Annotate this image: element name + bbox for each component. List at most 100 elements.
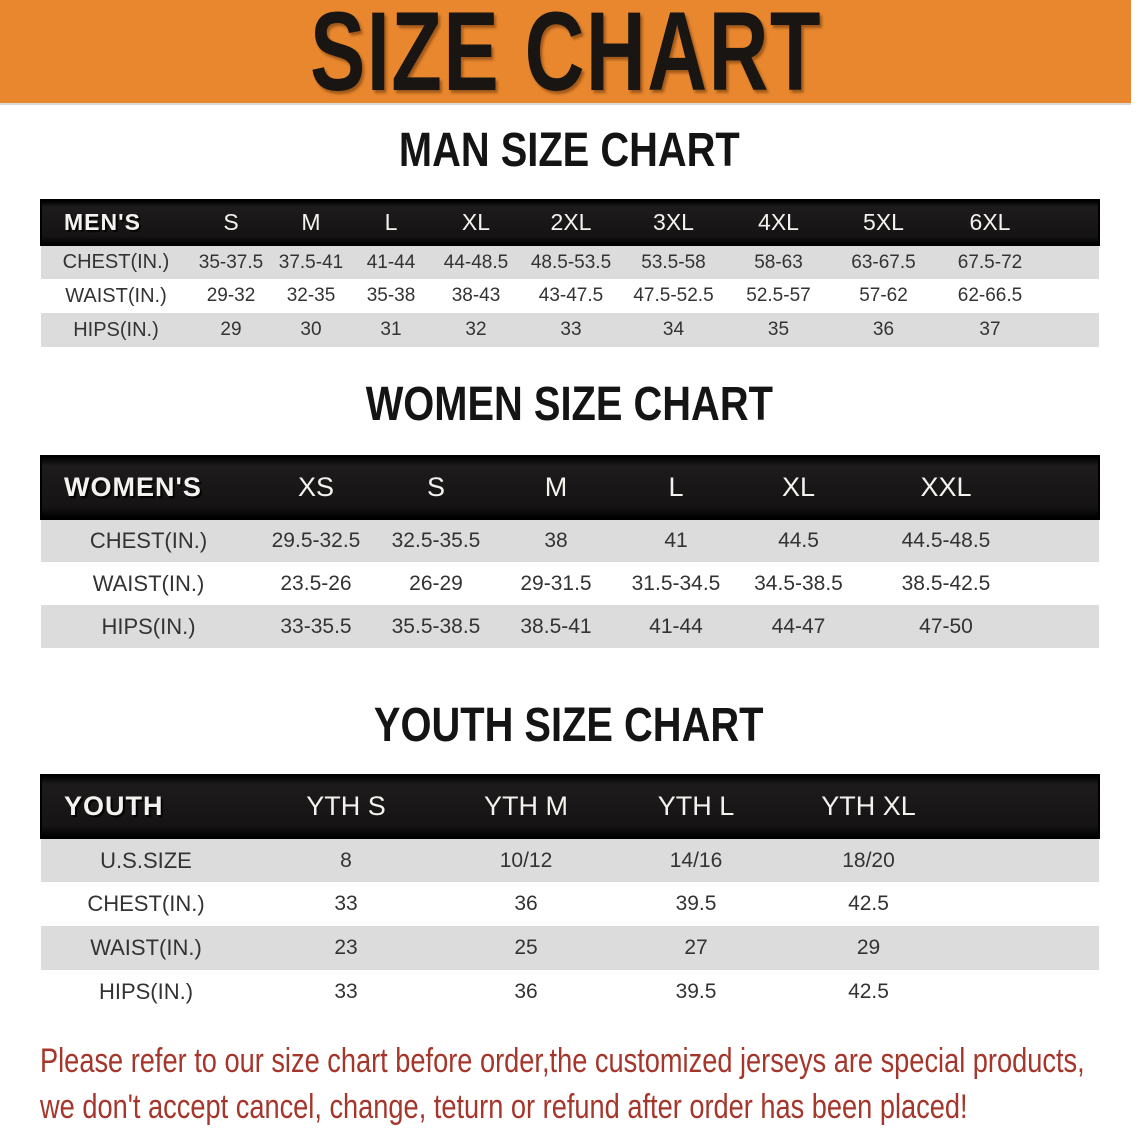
- size-value-cell: 34.5-38.5: [736, 562, 861, 605]
- size-value-cell: 63-67.5: [831, 245, 936, 279]
- size-header-cell: XS: [256, 455, 376, 520]
- size-value-cell: 39.5: [611, 882, 781, 926]
- measurement-label-cell: HIPS(IN.): [41, 313, 191, 347]
- disclaimer-line-2: we don't accept cancel, change, teturn o…: [40, 1088, 968, 1126]
- size-header-cell: M: [496, 455, 616, 520]
- size-value-cell: 38: [496, 519, 616, 562]
- measurement-label-cell: HIPS(IN.): [41, 605, 256, 648]
- filler-cell: [956, 926, 1099, 970]
- men-waist-row: WAIST(IN.) 29-32 32-35 35-38 38-43 43-47…: [41, 279, 1099, 313]
- size-header-cell: YTH L: [611, 774, 781, 839]
- size-value-cell: 38.5-42.5: [861, 562, 1031, 605]
- size-value-cell: 42.5: [781, 970, 956, 1014]
- youth-header-row: YOUTH YTH S YTH M YTH L YTH XL: [40, 774, 1100, 839]
- measurement-label-cell: CHEST(IN.): [41, 519, 256, 562]
- measurement-label-cell: WAIST(IN.): [41, 279, 191, 313]
- size-header-cell: 2XL: [521, 199, 621, 246]
- size-header-cell: YTH S: [251, 774, 441, 839]
- measurement-label-cell: WAIST(IN.): [41, 562, 256, 605]
- measurement-label-cell: U.S.SIZE: [41, 838, 251, 882]
- size-header-cell: XXL: [861, 455, 1031, 520]
- banner: SIZE CHART: [0, 0, 1131, 105]
- size-header-cell: 5XL: [831, 199, 936, 246]
- size-value-cell: 33-35.5: [256, 605, 376, 648]
- filler-cell: [1031, 562, 1099, 605]
- size-header-cell: XL: [736, 455, 861, 520]
- size-value-cell: 29.5-32.5: [256, 519, 376, 562]
- size-value-cell: 8: [251, 838, 441, 882]
- measurement-label-cell: CHEST(IN.): [41, 245, 191, 279]
- youth-hips-row: HIPS(IN.) 33 36 39.5 42.5: [41, 970, 1099, 1014]
- women-size-table: WOMEN'S XS S M L XL XXL CHEST(IN.) 29.5-…: [40, 455, 1100, 648]
- size-value-cell: 38.5-41: [496, 605, 616, 648]
- men-hips-row: HIPS(IN.) 29 30 31 32 33 34 35 36 37: [41, 313, 1099, 347]
- banner-title: SIZE CHART: [309, 0, 822, 105]
- size-value-cell: 32-35: [271, 279, 351, 313]
- men-size-table: MEN'S S M L XL 2XL 3XL 4XL 5XL 6XL CHEST…: [40, 199, 1100, 347]
- size-value-cell: 36: [441, 882, 611, 926]
- size-header-cell: L: [616, 455, 736, 520]
- size-value-cell: 47-50: [861, 605, 1031, 648]
- women-waist-row: WAIST(IN.) 23.5-26 26-29 29-31.5 31.5-34…: [41, 562, 1099, 605]
- size-value-cell: 48.5-53.5: [521, 245, 621, 279]
- women-section-heading: WOMEN SIZE CHART: [365, 378, 773, 431]
- size-header-cell: 3XL: [621, 199, 726, 246]
- measurement-label-cell: CHEST(IN.): [41, 882, 251, 926]
- size-value-cell: 32.5-35.5: [376, 519, 496, 562]
- filler-cell: [956, 882, 1099, 926]
- women-hips-row: HIPS(IN.) 33-35.5 35.5-38.5 38.5-41 41-4…: [41, 605, 1099, 648]
- men-header-row: MEN'S S M L XL 2XL 3XL 4XL 5XL 6XL: [40, 199, 1100, 246]
- size-value-cell: 35.5-38.5: [376, 605, 496, 648]
- size-value-cell: 62-66.5: [936, 279, 1044, 313]
- youth-waist-row: WAIST(IN.) 23 25 27 29: [41, 926, 1099, 970]
- men-section-heading: MAN SIZE CHART: [398, 124, 740, 177]
- size-value-cell: 35: [726, 313, 831, 347]
- size-header-cell: L: [351, 199, 431, 246]
- disclaimer: Please refer to our size chart before or…: [40, 1038, 1138, 1130]
- size-value-cell: 35-37.5: [191, 245, 271, 279]
- size-header-cell: YTH M: [441, 774, 611, 839]
- size-value-cell: 34: [621, 313, 726, 347]
- size-header-cell: 6XL: [936, 199, 1044, 246]
- youth-size-table: YOUTH YTH S YTH M YTH L YTH XL U.S.SIZE …: [40, 774, 1100, 1014]
- women-group-label: WOMEN'S: [40, 455, 256, 520]
- size-value-cell: 41-44: [616, 605, 736, 648]
- women-header-row: WOMEN'S XS S M L XL XXL: [40, 455, 1100, 520]
- size-header-cell: YTH XL: [781, 774, 956, 839]
- men-group-label: MEN'S: [40, 199, 191, 246]
- size-value-cell: 39.5: [611, 970, 781, 1014]
- youth-chest-row: CHEST(IN.) 33 36 39.5 42.5: [41, 882, 1099, 926]
- size-value-cell: 25: [441, 926, 611, 970]
- size-value-cell: 58-63: [726, 245, 831, 279]
- filler-cell: [1031, 519, 1099, 562]
- size-value-cell: 53.5-58: [621, 245, 726, 279]
- filler-cell: [1044, 279, 1099, 313]
- size-value-cell: 29-32: [191, 279, 271, 313]
- size-value-cell: 44-48.5: [431, 245, 521, 279]
- size-value-cell: 37: [936, 313, 1044, 347]
- size-value-cell: 41: [616, 519, 736, 562]
- youth-section-heading: YOUTH SIZE CHART: [374, 699, 764, 752]
- size-value-cell: 29-31.5: [496, 562, 616, 605]
- size-value-cell: 67.5-72: [936, 245, 1044, 279]
- size-value-cell: 47.5-52.5: [621, 279, 726, 313]
- size-value-cell: 23: [251, 926, 441, 970]
- filler-cell: [1044, 199, 1100, 246]
- size-value-cell: 43-47.5: [521, 279, 621, 313]
- youth-ussize-row: U.S.SIZE 8 10/12 14/16 18/20: [41, 838, 1099, 882]
- size-value-cell: 37.5-41: [271, 245, 351, 279]
- size-value-cell: 32: [431, 313, 521, 347]
- disclaimer-line-1: Please refer to our size chart before or…: [40, 1042, 1085, 1080]
- size-value-cell: 31.5-34.5: [616, 562, 736, 605]
- filler-cell: [1044, 245, 1099, 279]
- size-value-cell: 26-29: [376, 562, 496, 605]
- size-value-cell: 44.5-48.5: [861, 519, 1031, 562]
- size-value-cell: 41-44: [351, 245, 431, 279]
- size-value-cell: 29: [191, 313, 271, 347]
- size-value-cell: 18/20: [781, 838, 956, 882]
- size-value-cell: 30: [271, 313, 351, 347]
- filler-cell: [1031, 605, 1099, 648]
- size-value-cell: 38-43: [431, 279, 521, 313]
- filler-cell: [956, 838, 1099, 882]
- size-value-cell: 52.5-57: [726, 279, 831, 313]
